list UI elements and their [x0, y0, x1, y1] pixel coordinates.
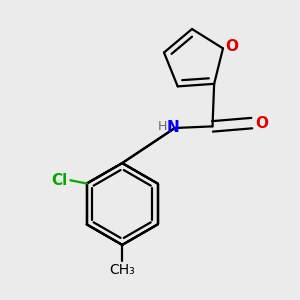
Text: Cl: Cl [51, 173, 67, 188]
Text: N: N [167, 120, 180, 135]
Text: CH₃: CH₃ [109, 263, 135, 278]
Text: O: O [226, 39, 238, 54]
Text: O: O [256, 116, 269, 130]
Text: H: H [158, 120, 167, 133]
